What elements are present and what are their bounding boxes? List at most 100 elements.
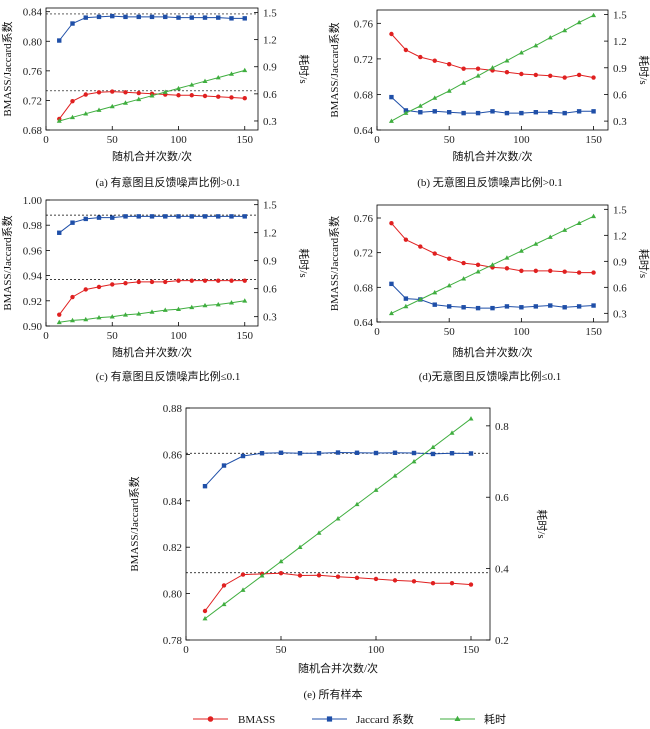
data-point-jaccard — [591, 109, 596, 114]
data-point-time — [96, 107, 102, 112]
data-point-jaccard — [229, 214, 234, 219]
data-point-time — [83, 111, 89, 116]
x-tick-label: 150 — [237, 330, 254, 342]
x-tick-label: 0 — [374, 134, 380, 146]
legend-jaccard-label: Jaccard 系数 — [356, 713, 414, 726]
y2-tick-label: 1.2 — [263, 228, 277, 240]
data-point-bmass — [110, 89, 115, 94]
data-point-bmass — [202, 278, 208, 283]
series-bmass — [389, 221, 596, 275]
y-tick-label: 0.68 — [354, 89, 374, 101]
plot-frame — [45, 199, 259, 327]
data-point-bmass — [316, 573, 322, 578]
data-point-jaccard — [202, 483, 208, 489]
data-point-jaccard — [83, 216, 88, 222]
y2-tick-label: 0.4 — [495, 564, 509, 576]
data-point-jaccard — [259, 451, 265, 456]
data-point-time — [475, 269, 481, 274]
data-point-bmass — [83, 92, 88, 97]
data-point-bmass — [70, 294, 75, 300]
data-point-bmass — [548, 73, 553, 78]
x-tick-label: 150 — [585, 326, 602, 338]
data-point-jaccard — [189, 15, 194, 20]
plot-frame — [376, 204, 609, 323]
data-point-bmass — [189, 93, 194, 98]
data-point-time — [388, 118, 394, 123]
y-axis-label: BMASS/Jaccard系数 — [328, 22, 341, 117]
data-point-time — [576, 220, 582, 225]
y-tick-label: 0.96 — [23, 245, 43, 257]
data-point-jaccard — [149, 214, 155, 219]
y-tick-label: 0.64 — [354, 125, 374, 137]
data-point-time — [278, 558, 284, 564]
data-point-bmass — [278, 570, 284, 576]
data-point-time — [56, 319, 62, 325]
data-point-bmass — [242, 278, 247, 283]
y2-tick-label: 0.2 — [495, 635, 509, 647]
data-point-jaccard — [123, 14, 128, 20]
x-axis-label: 随机合并次数/次 — [452, 345, 532, 359]
data-point-time — [202, 302, 208, 308]
data-point-time — [240, 587, 246, 592]
data-point-jaccard — [110, 13, 115, 19]
series-bmass — [389, 31, 596, 80]
data-point-time — [562, 27, 568, 33]
data-point-bmass — [335, 574, 341, 579]
data-point-time — [136, 311, 142, 316]
data-point-jaccard — [163, 214, 168, 219]
data-point-jaccard — [389, 281, 394, 287]
x-tick-label: 50 — [276, 644, 288, 656]
series-time — [202, 416, 474, 621]
data-point-jaccard — [136, 14, 141, 20]
y2-tick-label: 1.2 — [263, 35, 277, 47]
data-point-time — [136, 96, 142, 102]
data-point-jaccard — [576, 304, 582, 309]
y2-tick-label: 1.5 — [613, 204, 627, 216]
data-point-bmass — [136, 90, 141, 96]
data-point-jaccard — [430, 451, 436, 457]
data-point-time — [70, 114, 75, 120]
y-axis-label: BMASS/Jaccard系数 — [1, 215, 14, 310]
data-point-jaccard — [449, 451, 455, 456]
data-point-time — [242, 67, 248, 73]
data-point-jaccard — [96, 215, 102, 220]
data-point-time — [475, 73, 481, 78]
data-point-jaccard — [70, 220, 75, 225]
data-point-time — [533, 241, 539, 246]
data-point-jaccard — [461, 305, 466, 310]
legend-time-label: 耗时 — [484, 713, 506, 726]
data-point-jaccard — [354, 450, 360, 455]
data-point-jaccard — [57, 38, 62, 43]
data-point-time — [109, 103, 115, 109]
data-point-time — [316, 530, 322, 535]
x-axis-label: 随机合并次数/次 — [112, 149, 192, 163]
data-point-bmass — [392, 578, 398, 583]
data-point-jaccard — [468, 451, 474, 456]
data-point-time — [96, 315, 102, 320]
data-point-time — [518, 248, 524, 253]
data-point-bmass — [354, 575, 360, 581]
y2-tick-label: 0.6 — [263, 89, 277, 101]
data-point-bmass — [96, 90, 102, 95]
data-point-bmass — [96, 284, 102, 290]
data-point-time — [388, 310, 394, 316]
chart-panel-a: 0 50 100 150 0.68 0.72 0.76 0.80 0.84 0.3 0.6 0.9 1.… — [1, 7, 310, 189]
legend-item-jaccard: Jaccard 系数 — [312, 713, 414, 726]
y2-tick-label: 0.6 — [263, 284, 277, 296]
data-point-time — [109, 314, 115, 319]
data-point-bmass — [202, 608, 208, 614]
data-point-time — [432, 289, 438, 295]
y-tick-label: 0.72 — [23, 95, 42, 107]
data-point-time — [176, 306, 181, 311]
data-point-bmass — [57, 312, 62, 317]
series-line-bmass — [204, 572, 472, 612]
data-point-bmass — [562, 269, 567, 274]
data-point-jaccard — [533, 304, 539, 309]
data-point-jaccard — [461, 110, 466, 116]
x-tick-label: 50 — [107, 330, 119, 342]
chart-panel-c: 0 50 100 150 0.90 0.92 0.94 0.96 0.98 1.00 0.3 0.6 0… — [1, 195, 310, 383]
data-point-time — [70, 317, 75, 323]
data-point-time — [335, 516, 341, 521]
data-point-bmass — [548, 268, 553, 274]
data-point-time — [149, 93, 155, 98]
